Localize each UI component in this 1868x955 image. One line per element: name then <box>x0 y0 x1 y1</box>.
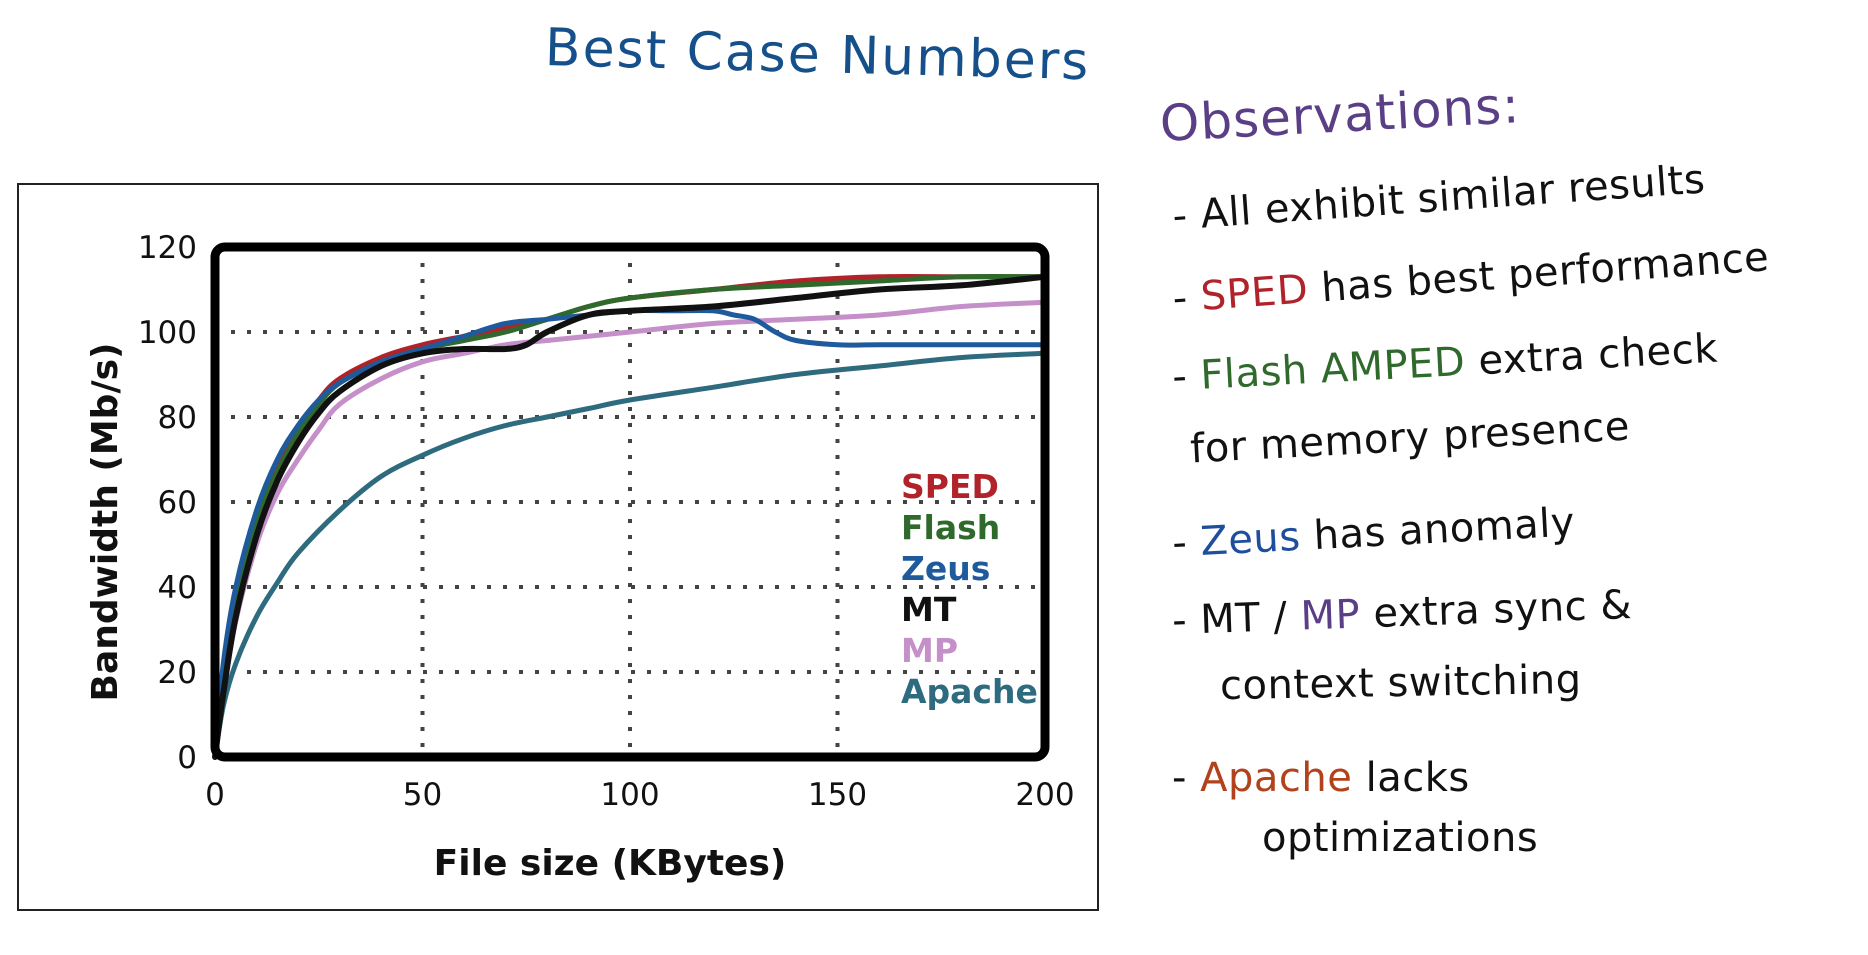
legend-entry-apache: Apache <box>901 672 1038 711</box>
observation-dash: - <box>1171 519 1189 567</box>
observation-highlight-apache: Apache <box>1200 755 1353 801</box>
observation-text: extra sync & <box>1372 581 1633 637</box>
x-tick-label: 100 <box>600 777 659 813</box>
legend-entry-mp: MP <box>901 631 958 670</box>
observation-dash: - <box>1171 353 1189 401</box>
series-line-zeus <box>212 307 1048 760</box>
x-tick-label: 0 <box>205 777 225 813</box>
x-tick-label: 50 <box>403 777 442 813</box>
observation-text: has anomaly <box>1312 499 1577 560</box>
chart-frame: 0 20 40 60 80 100 120 0 50 100 150 200 File size (KB… <box>17 183 1099 911</box>
x-tick-label: 150 <box>808 777 867 813</box>
legend-entry-sped: SPED <box>901 467 999 506</box>
observation-apache: - Apache lacks <box>1172 755 1470 801</box>
series-line-mt <box>212 273 1048 760</box>
observation-highlight-zeus: Zeus <box>1199 513 1302 566</box>
observation-text: - MT / <box>1171 594 1289 645</box>
observation-text: - All exhibit similar results <box>1171 156 1707 240</box>
y-tick-label: 80 <box>158 400 197 436</box>
bandwidth-chart: 0 20 40 60 80 100 120 0 50 100 150 200 File size (KB… <box>85 230 1075 884</box>
y-tick-label: 0 <box>177 740 197 776</box>
x-axis-label: File size (KBytes) <box>434 843 787 884</box>
series-line-flash <box>212 273 1048 760</box>
y-axis-label: Bandwidth (Mb/s) <box>85 343 126 702</box>
observation-text: context switching <box>1219 656 1582 710</box>
observation-text: for memory presence <box>1189 403 1631 473</box>
observation-text: has best performance <box>1319 234 1771 312</box>
observation-sped: - SPED has best performance <box>1171 234 1771 322</box>
y-tick-label: 120 <box>138 230 197 266</box>
observation-mt-mp: - MT / MP extra sync & <box>1171 582 1632 644</box>
observation-highlight-mp: MP <box>1299 591 1361 640</box>
observation-flash-cont: for memory presence <box>1189 404 1631 473</box>
x-tick-label: 200 <box>1015 777 1074 813</box>
y-tick-label: 40 <box>158 570 197 606</box>
legend-entry-mt: MT <box>901 590 957 629</box>
observation-text: lacks <box>1365 755 1470 801</box>
y-tick-label: 60 <box>158 485 197 521</box>
y-tick-label: 100 <box>138 315 197 351</box>
observation-zeus: - Zeus has anomaly <box>1171 499 1576 566</box>
observation-highlight-flash: Flash AMPED <box>1199 338 1467 399</box>
observation-dash: - <box>1172 755 1187 801</box>
observation-apache-cont: optimizations <box>1262 815 1538 861</box>
plot-area-border <box>210 242 1050 762</box>
observation-text: optimizations <box>1262 815 1539 861</box>
legend-entry-zeus: Zeus <box>901 549 990 588</box>
observations-heading: Observations: <box>1158 76 1522 153</box>
page-title: Best Case Numbers <box>544 18 1092 93</box>
observation-text: extra check <box>1477 325 1719 385</box>
observation-similar-results: - All exhibit similar results <box>1171 156 1707 239</box>
observation-flash: - Flash AMPED extra check <box>1171 326 1719 401</box>
observations-panel: Observations: - All exhibit similar resu… <box>1150 76 1862 861</box>
y-tick-label: 20 <box>158 655 197 691</box>
observation-dash: - <box>1171 274 1190 322</box>
observation-mt-mp-cont: context switching <box>1220 657 1582 709</box>
series-line-apache <box>212 350 1048 760</box>
observation-highlight-sped: SPED <box>1199 266 1310 320</box>
legend-entry-flash: Flash <box>901 508 1000 547</box>
